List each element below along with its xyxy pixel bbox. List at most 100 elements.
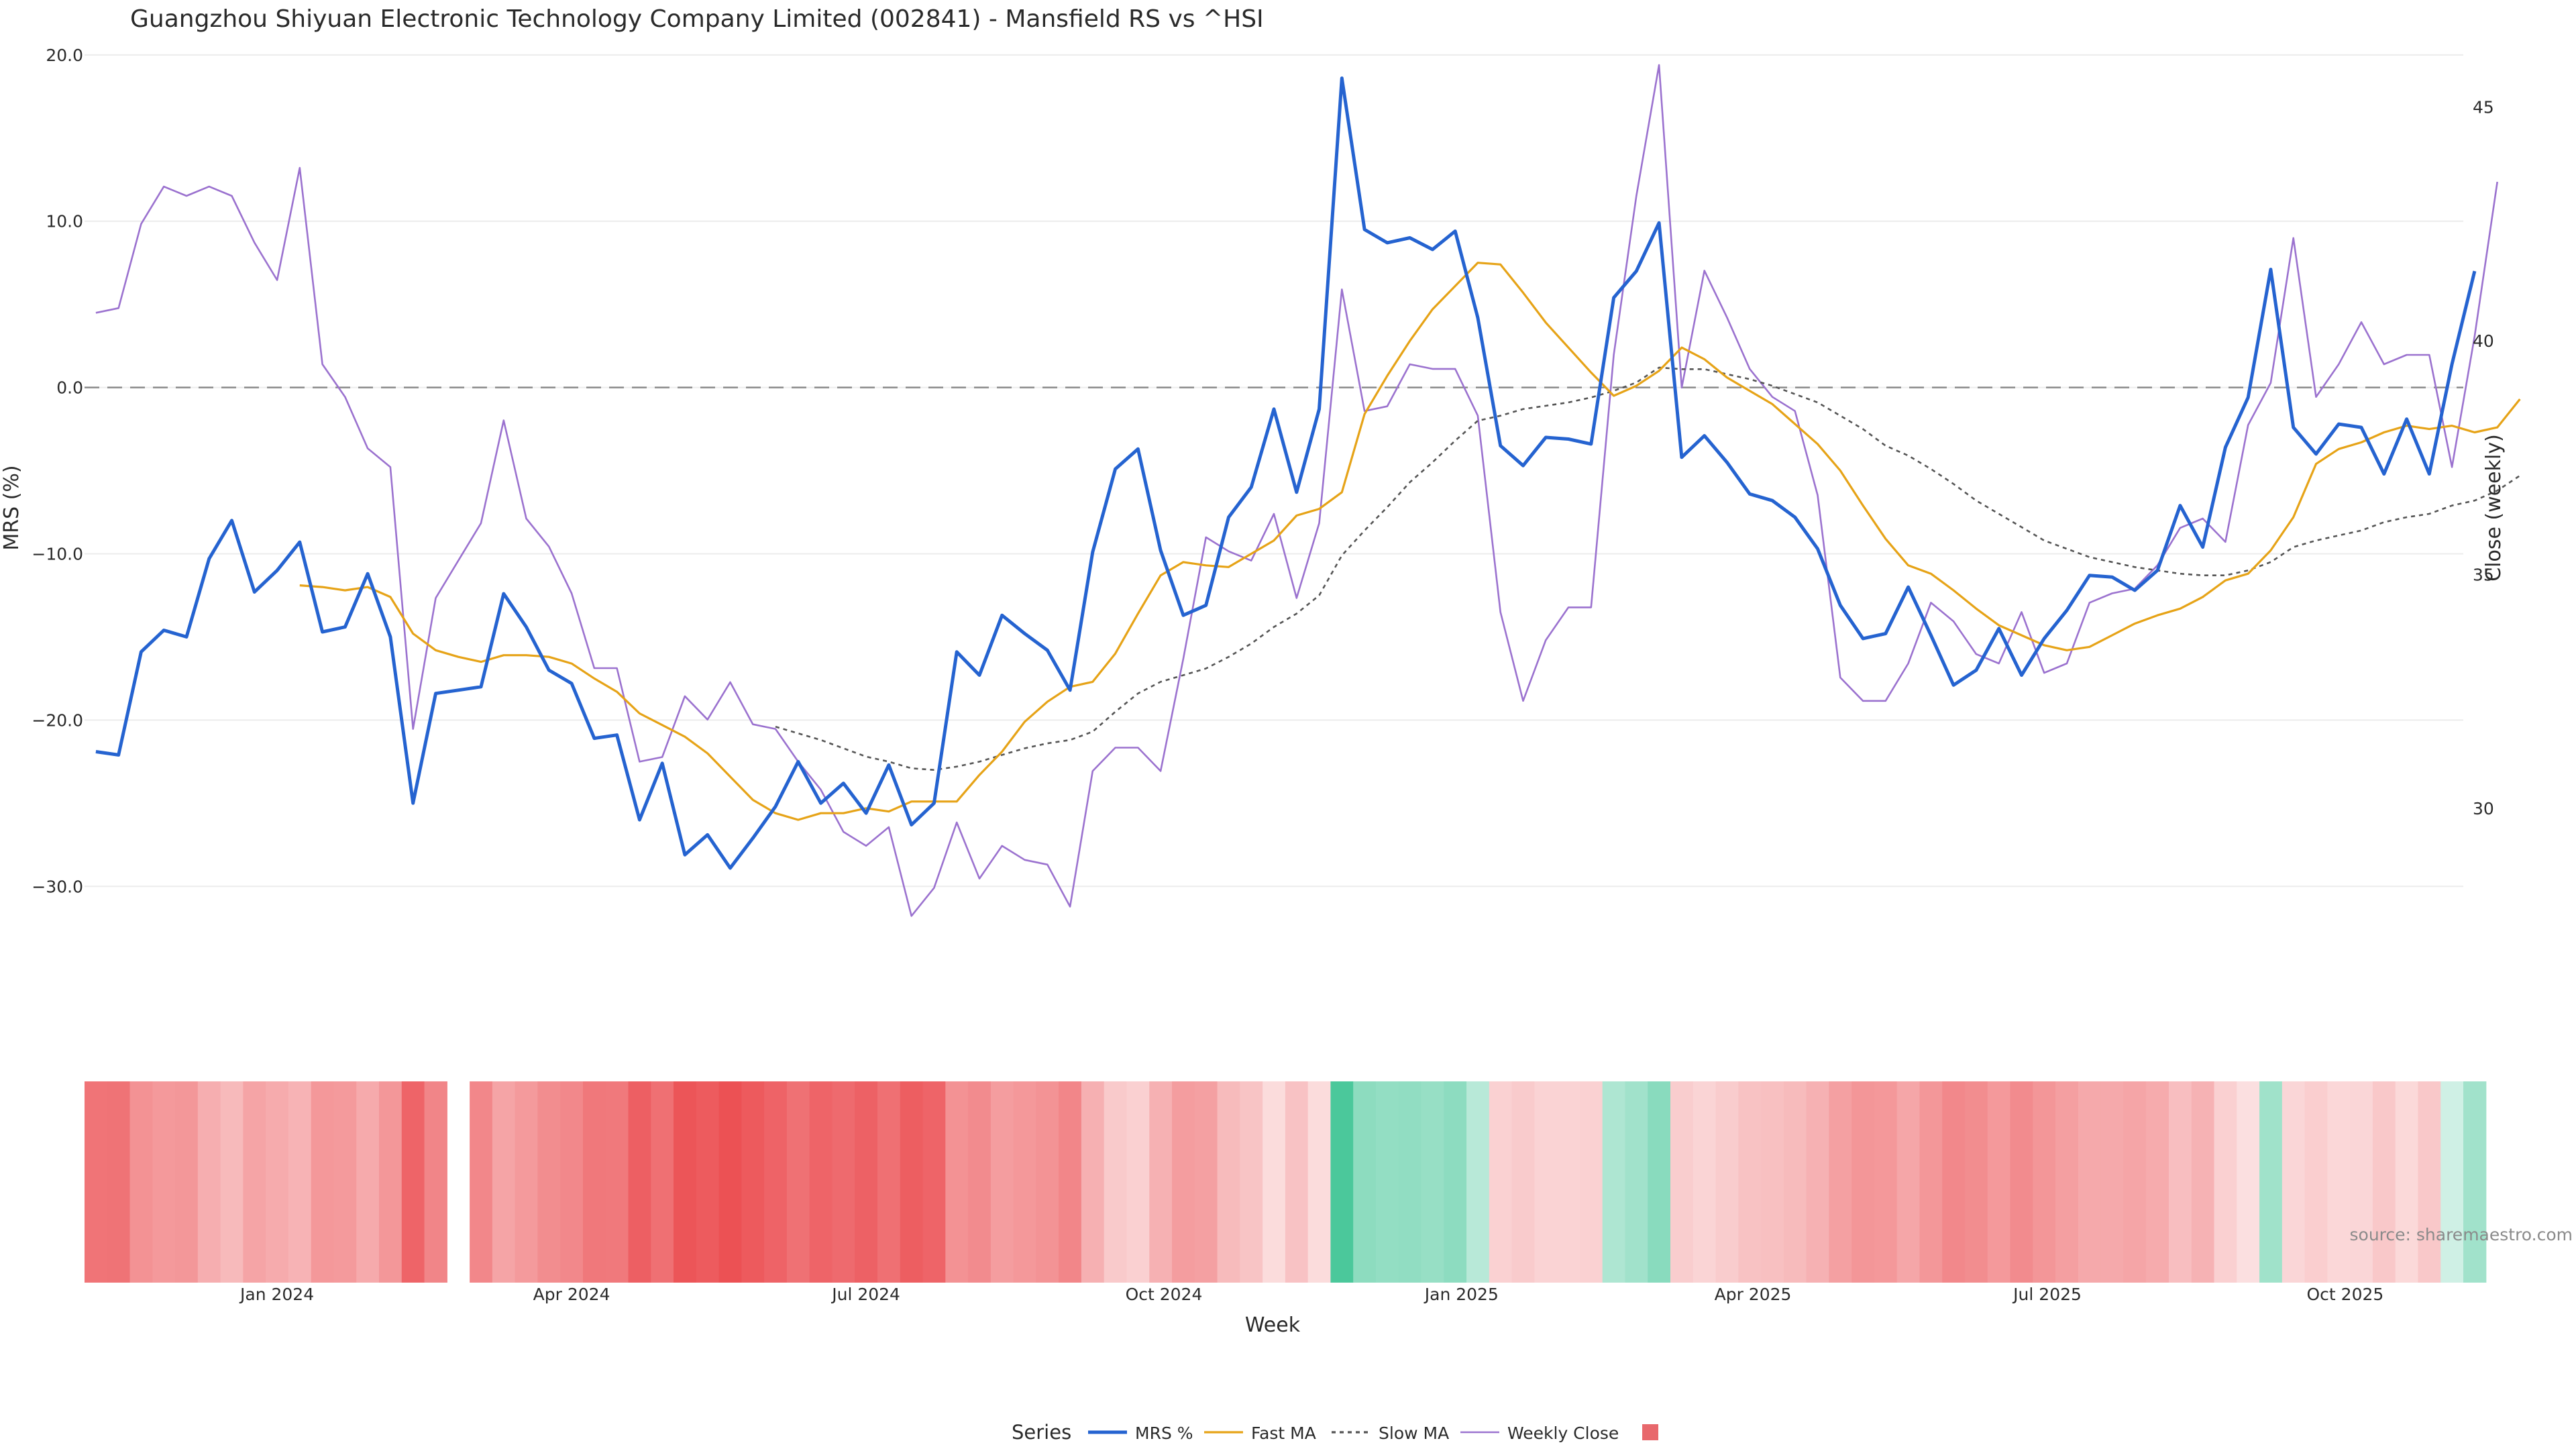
x-axis-ticks: Jan 2024 Apr 2024 Jul 2024 Oct 2024 Jan 2025…	[239, 1285, 2383, 1304]
heatmap-cell	[741, 1081, 765, 1283]
heatmap-cell	[311, 1081, 335, 1283]
heatmap-cell	[1670, 1081, 1694, 1283]
heatmap-cell	[2191, 1081, 2215, 1283]
heatmap-cell	[266, 1081, 289, 1283]
heatmap-cell	[2214, 1081, 2237, 1283]
heatmap-cell	[674, 1081, 697, 1283]
legend: Series MRS % Fast MA Slow MA Weekly Close	[1012, 1421, 1658, 1444]
heatmap-cell	[333, 1081, 357, 1283]
legend-label: Fast MA	[1251, 1424, 1316, 1443]
y-tick-label: −10.0	[32, 544, 83, 564]
heatmap-cell	[1715, 1081, 1739, 1283]
heatmap-cell	[2327, 1081, 2351, 1283]
heatmap-cell	[1081, 1081, 1105, 1283]
legend-item-mrs[interactable]: MRS %	[1088, 1424, 1193, 1443]
heatmap-cell	[1693, 1081, 1717, 1283]
heatmap-cell	[220, 1081, 244, 1283]
heatmap-cell	[537, 1081, 561, 1283]
heatmap-cell	[1444, 1081, 1467, 1283]
heatmap-cell	[2237, 1081, 2260, 1283]
heatmap-cell	[968, 1081, 991, 1283]
heatmap-cell	[2350, 1081, 2373, 1283]
x-tick-label: Jan 2024	[239, 1285, 314, 1304]
legend-title: Series	[1012, 1421, 1071, 1444]
heatmap-cell	[1353, 1081, 1377, 1283]
heatmap-cell	[786, 1081, 810, 1283]
heatmap-cell	[1421, 1081, 1444, 1283]
heatmap-cell	[2418, 1081, 2441, 1283]
heatmap-cell	[492, 1081, 516, 1283]
series-line-mrs	[95, 76, 2477, 870]
heatmap-cell	[1625, 1081, 1648, 1283]
heatmap-cell	[1172, 1081, 1195, 1283]
heatmap-cell	[1579, 1081, 1603, 1283]
heatmap-cell	[651, 1081, 674, 1283]
heatmap-cell	[1806, 1081, 1829, 1283]
heatmap-cell	[2282, 1081, 2306, 1283]
heatmap-cell	[1987, 1081, 2011, 1283]
heatmap-cell	[379, 1081, 402, 1283]
heatmap-cell	[129, 1081, 153, 1283]
heatmap-cell	[175, 1081, 199, 1283]
y-tick-label: 20.0	[46, 46, 83, 65]
x-tick-label: Apr 2024	[533, 1285, 610, 1304]
heatmap-cell	[1602, 1081, 1626, 1283]
heatmap-cell	[990, 1081, 1014, 1283]
heatmap-cell	[718, 1081, 742, 1283]
source-credit: source: sharemaestro.com	[2350, 1225, 2573, 1244]
heatmap-cell	[560, 1081, 584, 1283]
heatmap-cell	[922, 1081, 946, 1283]
legend-item-weekly-close[interactable]: Weekly Close	[1460, 1424, 1619, 1443]
heatmap-cell	[2463, 1081, 2487, 1283]
y2-tick-label: 35	[2473, 566, 2494, 585]
heatmap-cell	[1965, 1081, 1988, 1283]
heatmap-cell	[1557, 1081, 1580, 1283]
heatmap-cell	[832, 1081, 855, 1283]
series-line-weekly-close	[95, 64, 2498, 917]
heatmap-cell	[515, 1081, 539, 1283]
heatmap-cell	[2100, 1081, 2125, 1283]
heatmap-cell	[1013, 1081, 1036, 1283]
heatmap-cell	[1738, 1081, 1762, 1283]
heatmap-cell	[1285, 1081, 1309, 1283]
series-line-slow-ma	[775, 366, 2521, 771]
heatmap-cell	[2078, 1081, 2102, 1283]
heatmap-cell	[1263, 1081, 1286, 1283]
heatmap-cell	[1896, 1081, 1921, 1283]
legend-item-slow-ma[interactable]: Slow MA	[1332, 1424, 1449, 1443]
heatmap-cell	[628, 1081, 651, 1283]
heatmap-cell	[356, 1081, 380, 1283]
heatmap-cell	[197, 1081, 221, 1283]
y2-tick-label: 45	[2473, 98, 2494, 117]
y-tick-label: 10.0	[46, 212, 83, 231]
heatmap-cell	[1761, 1081, 1784, 1283]
heatmap-cell	[1851, 1081, 1875, 1283]
heatmap-cell	[1059, 1081, 1082, 1283]
heatmap-cell	[1149, 1081, 1173, 1283]
y-tick-label: 0.0	[56, 378, 83, 398]
heatmap-cell	[1330, 1081, 1354, 1283]
heatmap-cell	[470, 1081, 493, 1283]
legend-item-band[interactable]	[1642, 1424, 1658, 1440]
heatmap-cell	[1829, 1081, 1852, 1283]
heatmap-cell	[2440, 1081, 2464, 1283]
heatmap-cell	[243, 1081, 266, 1283]
legend-item-fast-ma[interactable]: Fast MA	[1204, 1424, 1316, 1443]
legend-swatch	[1642, 1424, 1658, 1440]
heatmap-cell	[2146, 1081, 2169, 1283]
heatmap-cell	[1874, 1081, 1898, 1283]
heatmap-cell	[1240, 1081, 1263, 1283]
y2-tick-label: 40	[2473, 331, 2494, 351]
heatmap-cell	[1489, 1081, 1513, 1283]
series-line-fast-ma	[299, 262, 2521, 821]
legend-label: Slow MA	[1379, 1424, 1449, 1443]
y2-axis-ticks: 45 40 35 30	[2473, 98, 2494, 819]
x-tick-label: Apr 2025	[1715, 1285, 1792, 1304]
y-tick-label: −20.0	[32, 710, 83, 730]
heatmap-cell	[1398, 1081, 1422, 1283]
y-tick-label: −30.0	[32, 877, 83, 896]
heatmap-cell	[2123, 1081, 2147, 1283]
heatmap-cell	[855, 1081, 878, 1283]
heatmap-cell	[1942, 1081, 1966, 1283]
